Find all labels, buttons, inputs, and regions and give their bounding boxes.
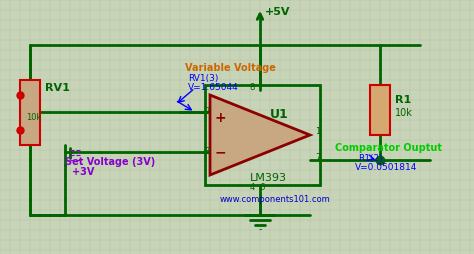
Text: +3V: +3V [72, 167, 94, 177]
Text: −: − [214, 145, 226, 159]
Text: R1: R1 [395, 95, 411, 105]
Text: +: + [214, 111, 226, 125]
Polygon shape [210, 95, 310, 175]
Text: 4: 4 [249, 183, 255, 193]
Text: 7: 7 [315, 153, 321, 163]
Text: LM393: LM393 [250, 173, 287, 183]
Text: RV1(3): RV1(3) [188, 73, 219, 83]
Text: 10k: 10k [395, 108, 413, 118]
Text: 8: 8 [249, 83, 255, 91]
Text: 1: 1 [315, 128, 320, 136]
Text: Set Voltage (3V): Set Voltage (3V) [65, 157, 155, 167]
Text: R1(2): R1(2) [358, 153, 383, 163]
Bar [20, 80, 40, 145]
Text: +5V: +5V [265, 7, 291, 17]
Bar [205, 85, 320, 185]
Bar [370, 85, 390, 135]
Text: www.components101.com: www.components101.com [220, 196, 331, 204]
Text: Comparator Ouptut: Comparator Ouptut [335, 143, 442, 153]
Text: 10k: 10k [26, 114, 41, 122]
Text: V=1.65044: V=1.65044 [188, 83, 239, 91]
Text: 3: 3 [204, 148, 210, 156]
Text: 2: 2 [204, 107, 210, 117]
Text: U1: U1 [270, 108, 289, 121]
Text: Variable Voltage: Variable Voltage [185, 63, 276, 73]
Text: 6: 6 [259, 183, 264, 193]
Text: RV1: RV1 [45, 83, 70, 93]
Text: V=0.0501814: V=0.0501814 [355, 163, 418, 171]
Text: -: - [258, 224, 262, 234]
